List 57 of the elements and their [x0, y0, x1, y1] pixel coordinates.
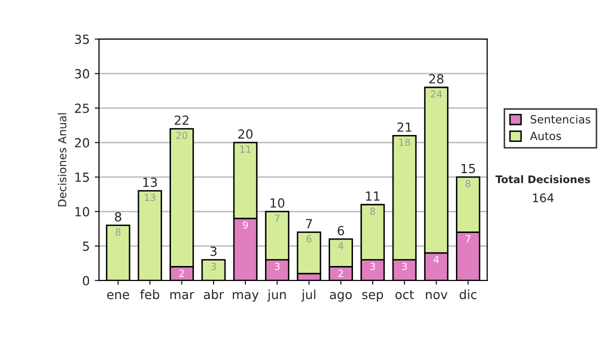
total-label: 28 [429, 74, 444, 84]
x-tick-label: dic [460, 290, 476, 300]
x-tick-label: ene [107, 292, 130, 300]
total-label: 11 [366, 192, 380, 201]
data-label: 18 [399, 138, 410, 146]
data-label: 2 [338, 270, 343, 277]
total-label: 22 [174, 116, 188, 125]
x-tick-label: mar [170, 292, 194, 300]
y-tick-label: 15 [75, 172, 89, 182]
y-tick-label: 0 [82, 276, 90, 286]
total-label: 10 [270, 198, 284, 208]
y-tick-label: 20 [74, 138, 90, 148]
x-tick-label: ago [330, 292, 352, 302]
x-tick-label: may [232, 292, 259, 302]
data-label: 6 [306, 235, 312, 243]
x-tick-label: jun [267, 290, 286, 302]
y-tick-label: 35 [75, 34, 89, 44]
data-label: 8 [370, 208, 376, 215]
total-label: 15 [462, 164, 475, 174]
y-axis-title: Decisiones Anual [58, 113, 66, 206]
data-label: 24 [430, 90, 442, 98]
y-tick-label: 10 [75, 207, 90, 216]
x-tick-label: feb [140, 290, 160, 300]
total-label: 6 [338, 226, 344, 236]
data-label: 11 [240, 146, 251, 153]
text: 164 [533, 193, 554, 202]
y-tick-label: 30 [75, 69, 90, 79]
legend-label: Sentencias [530, 114, 590, 124]
total-label: 8 [114, 212, 122, 222]
total-label: 7 [306, 219, 312, 228]
legend-label: Autos [530, 132, 561, 140]
data-label: 3 [274, 262, 280, 270]
data-label: 4 [434, 256, 439, 264]
y-tick-label: 5 [82, 242, 89, 251]
data-label: 3 [211, 262, 216, 270]
data-label: 9 [242, 221, 248, 229]
data-label: 4 [338, 242, 344, 250]
data-label: 7 [466, 235, 470, 242]
data-label: 3 [370, 262, 375, 270]
total-label: 20 [238, 129, 252, 139]
total-label: 3 [210, 246, 217, 256]
x-tick-label: sep [362, 292, 384, 302]
data-label: 13 [144, 194, 156, 202]
x-tick-label: nov [426, 292, 448, 300]
x-tick-label: abr [204, 290, 224, 300]
x-tick-label: jul [301, 290, 316, 302]
data-label: 8 [466, 180, 471, 188]
data-label: 7 [274, 214, 280, 222]
text: Total Decisiones [495, 175, 590, 184]
data-label: 20 [176, 132, 188, 140]
data-label: 8 [116, 228, 121, 236]
total-label: 21 [397, 122, 412, 132]
data-label: 2 [179, 270, 184, 277]
data-label: 3 [402, 262, 407, 270]
total-label: 13 [143, 178, 157, 188]
x-tick-label: oct [395, 290, 414, 300]
y-tick-label: 25 [74, 104, 89, 113]
